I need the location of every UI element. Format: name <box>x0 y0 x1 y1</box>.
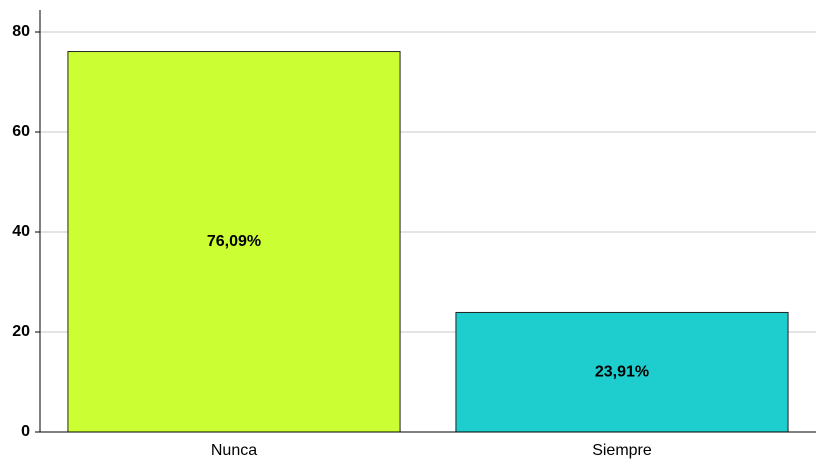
y-tick-label: 0 <box>21 423 30 440</box>
value-label: 76,09% <box>207 233 261 250</box>
value-label: 23,91% <box>595 363 649 380</box>
bar <box>455 311 789 433</box>
x-tick-label: Nunca <box>211 442 257 459</box>
y-tick-label: 60 <box>12 123 30 140</box>
bar <box>67 51 401 433</box>
y-tick-label: 20 <box>12 323 30 340</box>
y-tick-label: 40 <box>12 223 30 240</box>
x-tick-label: Siempre <box>592 442 652 459</box>
y-tick-label: 80 <box>12 23 30 40</box>
